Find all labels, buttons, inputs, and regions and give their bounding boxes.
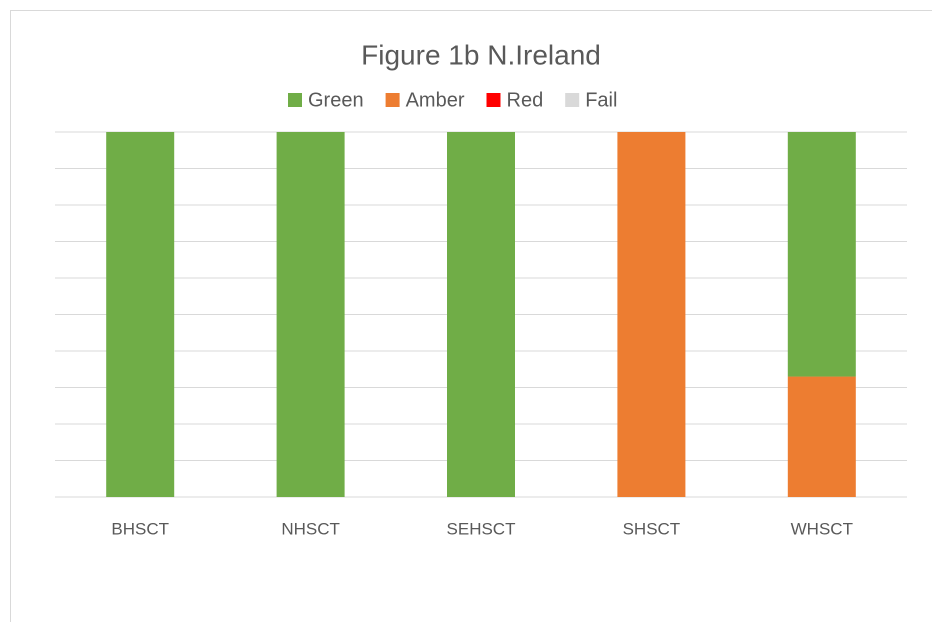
bar-segment bbox=[787, 132, 856, 377]
bar-segment bbox=[276, 132, 345, 497]
legend-swatch bbox=[486, 93, 501, 107]
legend-swatch bbox=[385, 93, 400, 107]
legend-swatch bbox=[288, 93, 302, 107]
x-tick-label: SHSCT bbox=[623, 519, 681, 538]
x-tick-label: SEHSCT bbox=[447, 519, 516, 538]
legend-label: Red bbox=[507, 89, 544, 111]
legend-label: Fail bbox=[585, 89, 617, 111]
legend-swatch bbox=[565, 93, 580, 107]
legend-label: Green bbox=[308, 89, 364, 111]
x-tick-label: WHSCT bbox=[791, 519, 853, 538]
bar-segment bbox=[617, 132, 686, 497]
x-tick-label: NHSCT bbox=[281, 519, 340, 538]
bar-segment bbox=[447, 132, 515, 497]
bar-segment bbox=[106, 132, 175, 497]
bar-segment bbox=[787, 376, 856, 497]
legend-label: Amber bbox=[406, 89, 465, 111]
x-tick-label: BHSCT bbox=[111, 519, 169, 538]
chart-title: Figure 1b N.Ireland bbox=[361, 39, 601, 70]
